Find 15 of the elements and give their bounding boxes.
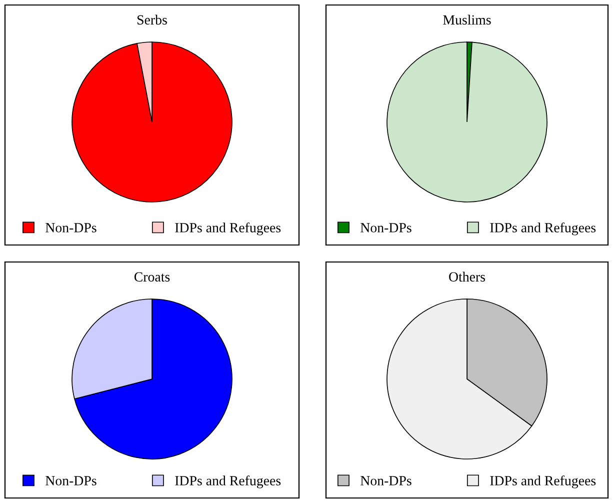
- legend-label: Non-DPs: [46, 476, 96, 486]
- legend-label: IDPs and Refugees: [175, 476, 281, 488]
- legend-label: Non-DPs: [46, 223, 96, 232]
- chart-title: Serbs: [137, 14, 167, 25]
- pie-slice: [72, 42, 232, 202]
- legend-label: Non-DPs: [360, 476, 412, 486]
- legend-label: IDPs and Refugees: [175, 222, 281, 236]
- legend-label: IDPs and Refugees: [490, 222, 596, 236]
- chart-title: Muslims: [443, 14, 491, 25]
- pie-slice: [74, 298, 232, 460]
- chart-title: Others: [449, 272, 486, 282]
- pie-slice: [386, 42, 548, 202]
- legend-label: Non-DPs: [360, 223, 412, 232]
- legend-label: IDPs and Refugees: [490, 476, 596, 488]
- chart-title: Croats: [134, 272, 170, 282]
